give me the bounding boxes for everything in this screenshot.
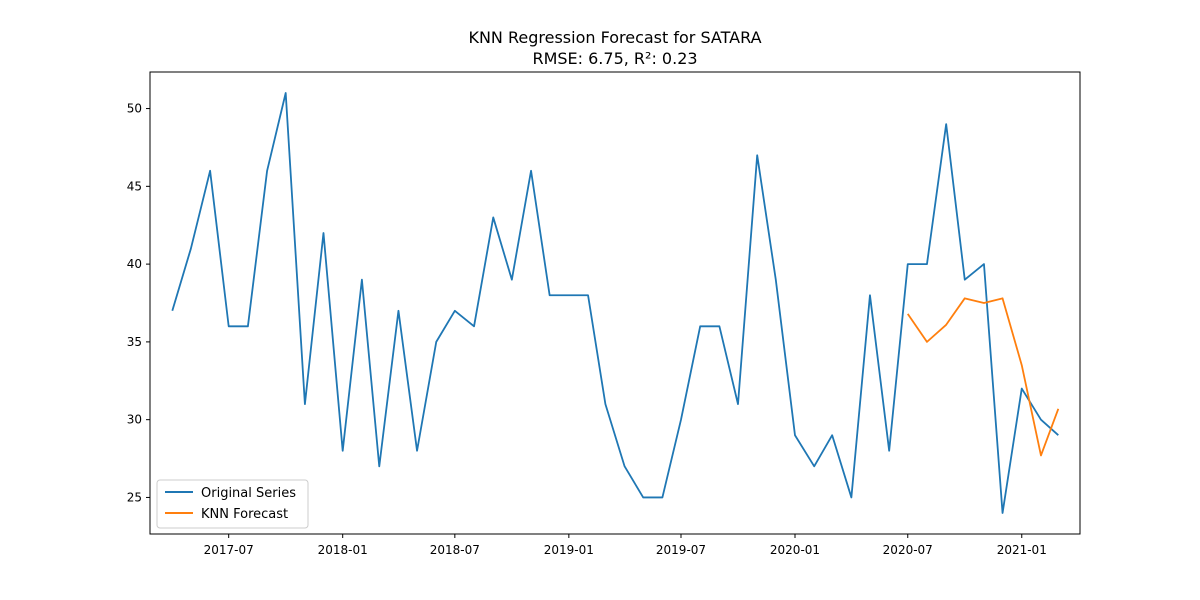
y-tick-label: 35 bbox=[127, 335, 142, 349]
plot-frame bbox=[149, 71, 1081, 535]
y-tick-label: 30 bbox=[127, 413, 142, 427]
y-tick-label: 40 bbox=[127, 257, 142, 271]
x-tick-label: 2020-07 bbox=[883, 543, 933, 557]
x-tick-label: 2018-01 bbox=[318, 543, 368, 557]
legend-box bbox=[156, 479, 309, 529]
legend: Original Series KNN Forecast bbox=[156, 479, 309, 529]
tick-layer: 25 30 35 40 45 50 2017-07 2018-01 2018-07 2019-01… bbox=[127, 102, 1047, 557]
legend-label-original-series: Original Series bbox=[201, 486, 296, 501]
x-tick-label: 2019-07 bbox=[656, 543, 706, 557]
y-tick-label: 45 bbox=[127, 179, 142, 193]
y-tick-label: 50 bbox=[127, 102, 142, 116]
x-tick-label: 2021-01 bbox=[997, 543, 1047, 557]
series-line-knn-forecast bbox=[907, 297, 1060, 457]
series-layer bbox=[171, 92, 1060, 514]
legend-label-knn-forecast: KNN Forecast bbox=[201, 507, 288, 522]
chart-title: KNN Regression Forecast for SATARA bbox=[468, 28, 761, 47]
x-tick-label: 2019-01 bbox=[544, 543, 594, 557]
x-tick-label: 2020-01 bbox=[770, 543, 820, 557]
x-tick-label: 2017-07 bbox=[204, 543, 254, 557]
series-line-original-series bbox=[171, 92, 1059, 514]
y-tick-label: 25 bbox=[127, 490, 142, 504]
plot-area bbox=[150, 72, 1080, 534]
x-tick-label: 2018-07 bbox=[430, 543, 480, 557]
chart-subtitle: RMSE: 6.75, R²: 0.23 bbox=[532, 49, 697, 68]
